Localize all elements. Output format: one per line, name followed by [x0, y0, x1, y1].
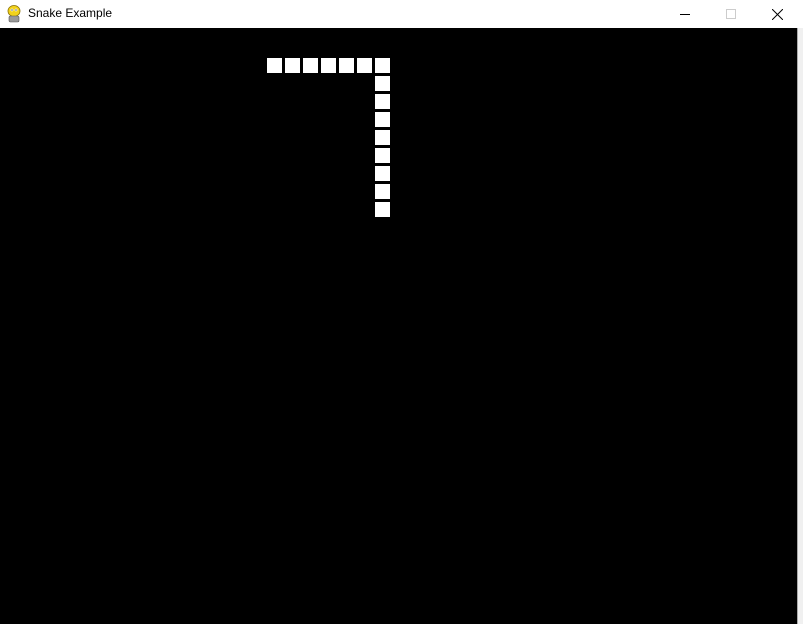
minimize-button[interactable]	[662, 0, 708, 28]
window-title: Snake Example	[28, 6, 113, 20]
snake-segment	[285, 58, 300, 73]
window-border	[797, 28, 803, 624]
snake-segment	[303, 58, 318, 73]
snake-segment	[321, 58, 336, 73]
close-icon	[771, 8, 783, 20]
maximize-icon	[726, 9, 736, 19]
snake-segment	[375, 184, 390, 199]
minimize-icon	[680, 14, 690, 15]
maximize-button[interactable]	[708, 0, 754, 28]
snake-segment	[375, 148, 390, 163]
snake-segment	[375, 130, 390, 145]
snake-segment	[375, 58, 390, 73]
title-bar[interactable]: Snake Example	[0, 0, 803, 28]
snake-segment	[375, 112, 390, 127]
snake-segment	[375, 76, 390, 91]
snake-segment	[339, 58, 354, 73]
snake-segment	[357, 58, 372, 73]
snake-segment	[267, 58, 282, 73]
game-canvas[interactable]	[0, 28, 797, 624]
close-button[interactable]	[754, 0, 800, 28]
snake-head	[375, 202, 390, 217]
pygame-snake-icon	[7, 5, 21, 23]
snake-segment	[375, 94, 390, 109]
snake-segment	[375, 166, 390, 181]
